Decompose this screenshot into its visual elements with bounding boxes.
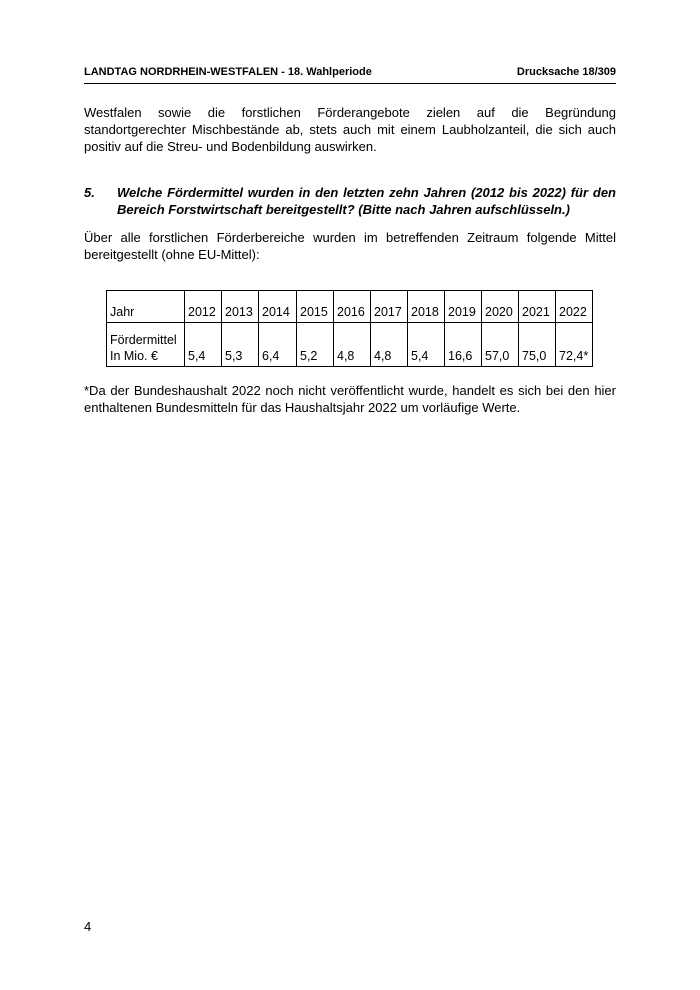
- header-rule: [84, 83, 616, 84]
- footnote: *Da der Bundeshaushalt 2022 noch nicht v…: [84, 383, 616, 415]
- table-cell: 2018: [407, 290, 445, 323]
- page-number: 4: [84, 919, 92, 934]
- question-number: 5.: [84, 185, 95, 200]
- table-cell: 2016: [333, 290, 371, 323]
- table-cell: 2013: [221, 290, 259, 323]
- table-cell: 2015: [296, 290, 334, 323]
- question: 5. Welche Fördermittel wurden in den let…: [84, 184, 616, 218]
- header-left: LANDTAG NORDRHEIN-WESTFALEN - 18. Wahlpe…: [84, 66, 372, 78]
- table-cell: 2020: [481, 290, 519, 323]
- table-cell: 5,4: [407, 322, 445, 367]
- table-cell: Jahr: [106, 290, 185, 323]
- table-cell: 72,4*: [555, 322, 593, 367]
- table-cell: 2012: [184, 290, 222, 323]
- table-cell: 2022: [555, 290, 593, 323]
- table-cell: 75,0: [518, 322, 556, 367]
- intro: Über alle forstlichen Förderbereiche wur…: [84, 230, 616, 262]
- table-cell: 5,4: [184, 322, 222, 367]
- header-right: Drucksache 18/309: [516, 66, 616, 78]
- table-cell: 5,3: [221, 322, 259, 367]
- table-row: Jahr 2012 2013 2014 2015 2016 2017 2018 2019 2020…: [106, 290, 593, 323]
- table-cell: 5,2: [296, 322, 334, 367]
- table-cell: 2014: [258, 290, 297, 323]
- table-cell: Fördermittel In Mio. €: [106, 322, 185, 367]
- table-cell: 2021: [518, 290, 556, 323]
- table-cell: 4,8: [333, 322, 371, 367]
- table-cell: 57,0: [481, 322, 519, 367]
- table-cell: 6,4: [258, 322, 297, 367]
- paragraph: Westfalen sowie die forstlichen Förderan…: [84, 105, 616, 154]
- question-text: Welche Fördermittel wurden in den letzte…: [117, 185, 616, 217]
- funding-table: Jahr 2012 2013 2014 2015 2016 2017 2018 2019 2020…: [106, 290, 593, 367]
- table-cell: 2017: [370, 290, 408, 323]
- table-cell: 4,8: [370, 322, 408, 367]
- table-row: Fördermittel In Mio. €5,4 5,3 6,4 5,2 4,8 4,8…: [106, 322, 593, 367]
- table-cell: 16,6: [444, 322, 482, 367]
- table-cell: 2019: [444, 290, 482, 323]
